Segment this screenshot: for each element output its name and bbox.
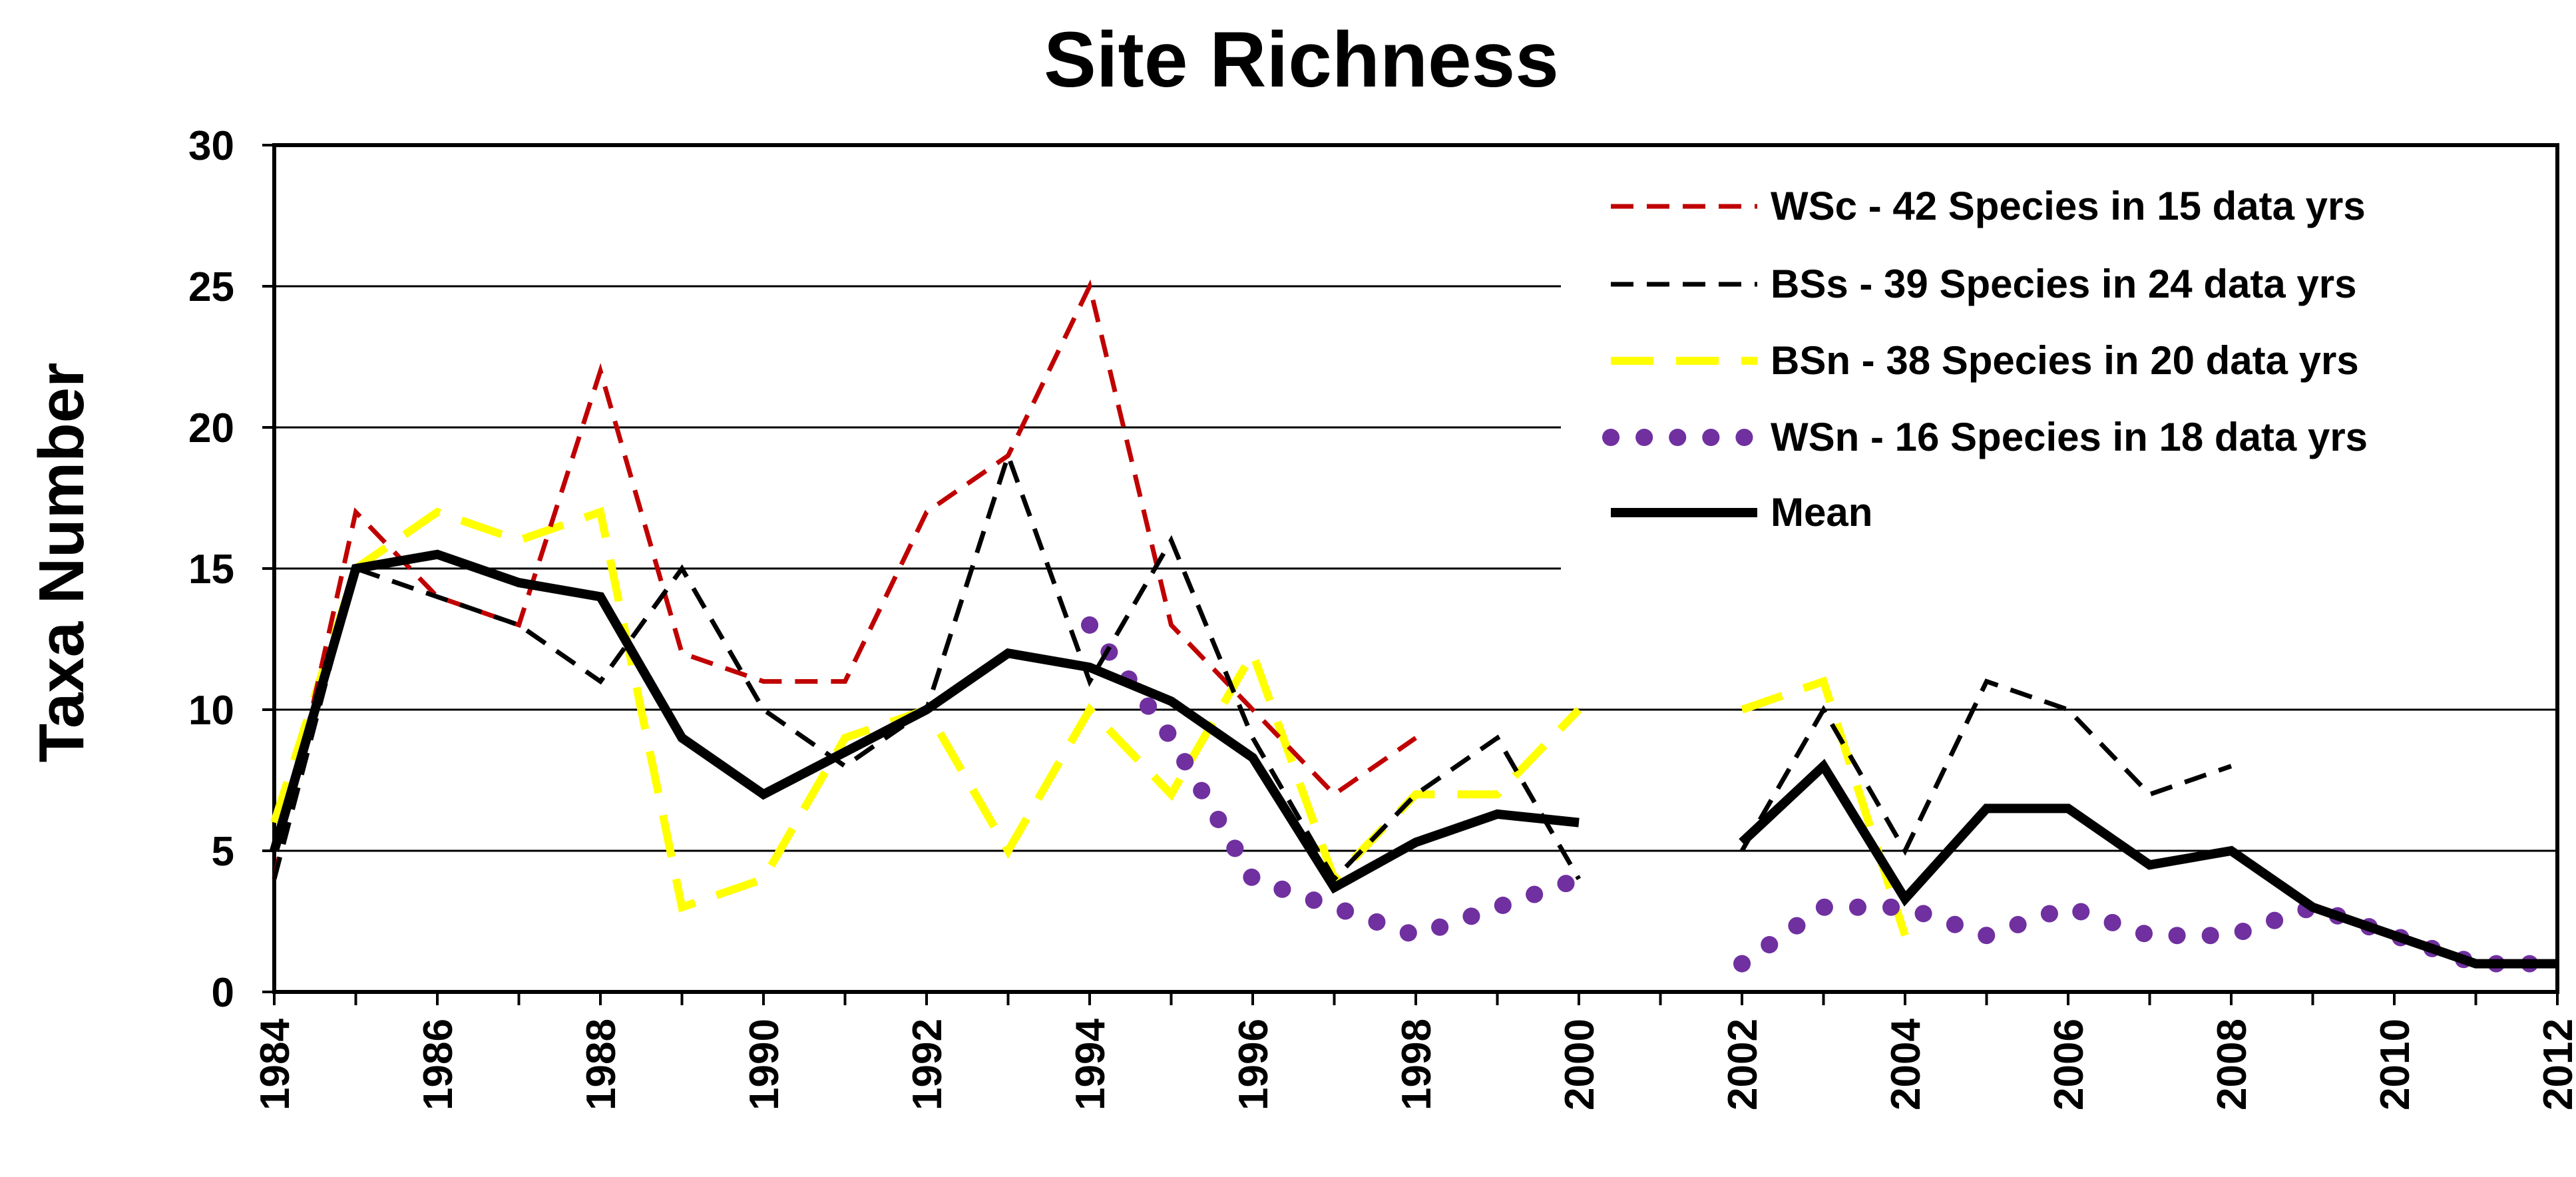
x-tick-label-2006: 2006: [2046, 1019, 2092, 1110]
y-tick-label-0: 0: [212, 970, 234, 1016]
legend: WSc - 42 Species in 15 data yrs BSs - 39 …: [1602, 184, 2368, 535]
x-tick-label-2004: 2004: [1883, 1018, 1929, 1110]
x-tick-label-1984: 1984: [252, 1018, 298, 1110]
legend-label-wsc: WSc - 42 Species in 15 data yrs: [1771, 184, 2366, 228]
x-tick-labels: 1984 1986 1988 1990 1992 1994 1996 1998 2000 2002…: [252, 1018, 2576, 1110]
y-tick-label-15: 15: [188, 547, 234, 592]
x-tick-label-1994: 1994: [1068, 1018, 1114, 1110]
x-tick-label-2008: 2008: [2209, 1019, 2255, 1110]
series-line-wsn: [1081, 616, 2566, 973]
x-tick-label-1996: 1996: [1231, 1019, 1277, 1110]
y-tick-label-10: 10: [188, 688, 234, 734]
axes: [262, 144, 2559, 1005]
x-tick-label-1986: 1986: [415, 1019, 461, 1110]
series-lines: [270, 279, 2566, 973]
x-tick-label-1992: 1992: [905, 1019, 951, 1110]
legend-label-mean: Mean: [1771, 490, 1872, 535]
x-tick-label-2010: 2010: [2372, 1019, 2418, 1110]
legend-label-wsn: WSn - 16 Species in 18 data yrs: [1771, 415, 2368, 459]
y-tick-label-20: 20: [188, 405, 234, 451]
x-tick-label-2002: 2002: [1720, 1019, 1766, 1110]
y-tick-label-5: 5: [212, 829, 234, 875]
legend-label-bss: BSs - 39 Species in 24 data yrs: [1771, 262, 2356, 306]
x-tick-label-2012: 2012: [2535, 1019, 2576, 1110]
x-tick-label-1990: 1990: [742, 1019, 787, 1110]
x-tick-label-2000: 2000: [1557, 1019, 1603, 1110]
y-axis-label: Taxa Number: [26, 362, 97, 762]
y-tick-label-30: 30: [188, 123, 234, 169]
chart-title: Site Richness: [1044, 16, 1559, 104]
y-tick-labels: 0 5 10 15 20 25 30: [188, 123, 234, 1016]
x-tick-label-1998: 1998: [1394, 1019, 1440, 1110]
legend-label-bsn: BSn - 38 Species in 20 data yrs: [1771, 338, 2359, 383]
y-tick-label-25: 25: [188, 264, 234, 310]
x-tick-label-1988: 1988: [578, 1019, 624, 1110]
series-line-mean: [270, 549, 2557, 969]
